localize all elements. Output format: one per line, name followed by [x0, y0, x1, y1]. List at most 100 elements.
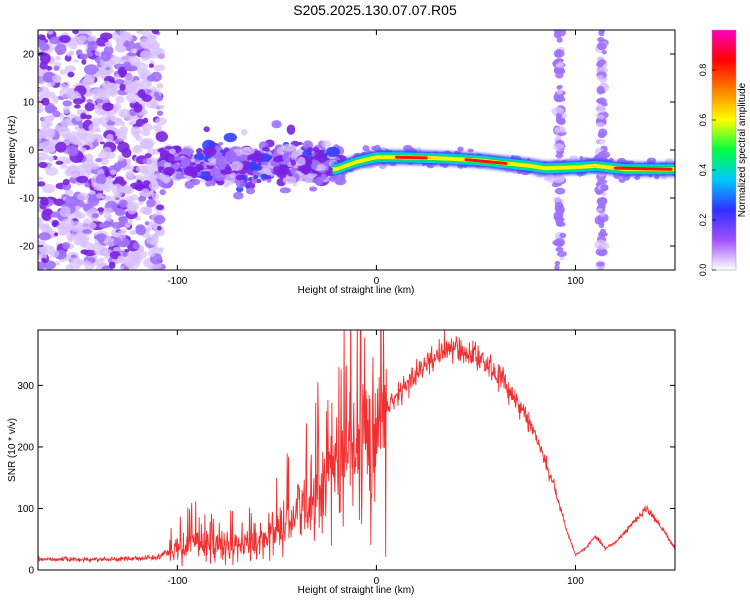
- spectrogram-cell: [556, 36, 563, 43]
- spectrogram-cell: [117, 155, 125, 162]
- spectrogram-cell: [106, 120, 116, 126]
- spectrogram-cell: [47, 156, 55, 162]
- spectrogram-cell: [147, 250, 156, 257]
- spectrogram-cell: [600, 184, 609, 192]
- spectrogram-y-ticks: -20 -10 0 10 20: [20, 50, 675, 253]
- x-tick-label: 0: [374, 276, 380, 287]
- spectrogram-cell: [132, 242, 140, 250]
- y-tick-label: 200: [17, 442, 34, 453]
- spectrogram-cell: [282, 176, 297, 185]
- spectrogram-cell: [127, 165, 135, 171]
- spectrogram-cell: [118, 66, 127, 78]
- spectrogram-cell: [136, 165, 148, 173]
- spectrogram-cell: [163, 167, 175, 176]
- spectrogram-cell: [69, 257, 83, 269]
- spectrogram-cell: [594, 215, 603, 225]
- spectrogram-cell: [80, 112, 87, 120]
- spectrogram-cell: [315, 164, 327, 171]
- spectrogram-cell: [252, 165, 263, 171]
- spectrogram-cell: [138, 195, 147, 202]
- spectrogram-cell: [101, 265, 112, 270]
- x-tick-label: -100: [167, 276, 187, 287]
- spectrogram-cell: [88, 123, 99, 134]
- spectrogram-cell: [194, 152, 205, 161]
- spectrogram-cell: [38, 106, 44, 114]
- spectrogram-cell: [314, 177, 324, 186]
- spectrogram-cell: [55, 160, 64, 165]
- spectrogram-ridge: [332, 150, 675, 177]
- spectrogram-cell: [59, 164, 68, 169]
- spectrogram-cell: [107, 82, 119, 90]
- spectrogram-cell: [127, 81, 138, 93]
- spectrogram-cell: [556, 250, 567, 258]
- spectrogram-cell: [137, 89, 146, 99]
- spectrogram-cell: [168, 148, 176, 154]
- spectrogram-cell: [280, 165, 289, 172]
- spectrogram-cell: [569, 155, 579, 162]
- spectrogram-cell: [148, 265, 155, 270]
- spectrogram-cell: [55, 141, 67, 153]
- spectrogram-cell: [162, 174, 171, 184]
- spectrogram-cell: [172, 155, 183, 161]
- spectrogram-cell: [100, 90, 107, 97]
- spectrogram-cell: [44, 227, 54, 233]
- spectrogram-cell: [594, 239, 608, 250]
- spectrogram-cell: [555, 49, 563, 56]
- spectrogram-cell: [235, 178, 245, 189]
- spectrogram-cell: [135, 250, 147, 259]
- spectrogram-cell: [62, 178, 70, 186]
- spectrogram-cell: [554, 238, 566, 247]
- spectrogram-cell: [94, 133, 99, 137]
- spectrogram-cell: [124, 222, 131, 227]
- spectrogram-cell: [218, 141, 224, 146]
- spectrogram-cell: [595, 122, 605, 128]
- spectrogram-cell: [597, 36, 605, 43]
- spectrogram-cell: [597, 74, 605, 81]
- spectrogram-cell: [371, 145, 377, 151]
- spectrogram-cell: [39, 61, 48, 70]
- spectrogram-cell: [297, 141, 303, 146]
- spectrogram-cell: [67, 71, 75, 78]
- spectrogram-cell: [58, 230, 66, 236]
- spectrogram-cell: [38, 243, 46, 253]
- spectrogram-cell: [53, 232, 59, 237]
- spectrogram-cell: [223, 147, 230, 152]
- spectrogram-cell: [598, 128, 608, 137]
- spectrogram-cell: [84, 182, 90, 188]
- spectrogram-cell: [91, 213, 100, 219]
- spectrogram-cell: [75, 115, 82, 122]
- spectrogram-cell: [240, 129, 248, 136]
- spectrogram-cell: [42, 184, 56, 194]
- spectrogram-cell: [146, 198, 156, 208]
- y-tick-label: 20: [23, 50, 35, 61]
- spectrogram-cell: [151, 233, 160, 239]
- spectrogram-cell: [125, 170, 135, 181]
- spectrogram-cell: [139, 50, 152, 61]
- spectrogram-cell: [68, 233, 76, 241]
- spectrogram-cell: [301, 166, 313, 173]
- spectrogram-cell: [559, 256, 565, 261]
- spectrogram-cell: [38, 138, 42, 143]
- colorbar-tick-label: 0.2: [698, 214, 708, 227]
- spectrogram-cell: [130, 126, 142, 136]
- spectrogram-cell: [108, 261, 116, 269]
- spectrogram-cell: [597, 197, 604, 203]
- spectrogram-y-axis-label: Frequency (Hz): [7, 116, 18, 185]
- y-tick-label: -20: [20, 242, 35, 253]
- spectrogram-cell: [38, 232, 51, 241]
- spectrogram-cell: [595, 190, 603, 195]
- spectrogram-cell: [46, 65, 53, 71]
- spectrogram-cell: [114, 208, 126, 216]
- spectrogram-cell: [333, 173, 344, 185]
- spectrogram-cell: [87, 40, 98, 51]
- spectrogram-cell: [41, 257, 47, 263]
- colorbar-gradient: [712, 30, 736, 270]
- spectrogram-cell: [215, 159, 222, 166]
- spectrogram-cell: [79, 40, 84, 45]
- spectrogram-cell: [156, 225, 162, 231]
- spectrogram-cell: [597, 207, 603, 212]
- spectrogram-cell: [155, 48, 166, 60]
- spectrogram-cell: [40, 196, 49, 207]
- spectrogram-cell: [253, 174, 259, 180]
- spectrogram-cell: [127, 204, 137, 215]
